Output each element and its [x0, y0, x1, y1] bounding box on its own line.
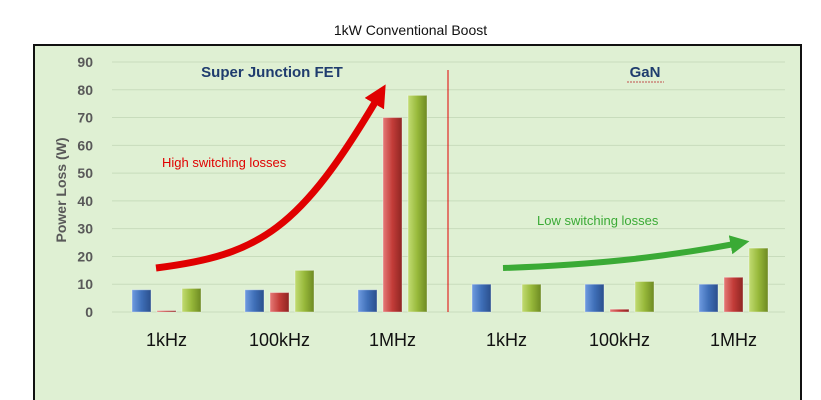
bar-green: [294, 269, 315, 313]
bar-red: [382, 117, 403, 313]
y-tick-label: 0: [85, 304, 93, 320]
y-tick-label: 40: [77, 193, 93, 209]
x-tick-label: 1kHz: [146, 330, 187, 350]
x-tick-label: 1MHz: [710, 330, 757, 350]
bar-blue: [698, 283, 719, 313]
bar-green: [634, 280, 655, 313]
chart-title: 1kW Conventional Boost: [333, 22, 488, 38]
y-tick-label: 20: [77, 248, 93, 264]
bar-green: [407, 94, 428, 313]
bar-red: [609, 308, 630, 313]
bar-blue: [584, 283, 605, 313]
bar-blue: [357, 289, 378, 313]
y-tick-label: 90: [77, 54, 93, 70]
bar-red: [156, 310, 177, 313]
x-tick-label: 1MHz: [369, 330, 416, 350]
green-trend-arrow: [502, 235, 750, 271]
y-tick-label: 10: [77, 276, 93, 292]
bar-green: [181, 287, 202, 313]
y-tick-label: 50: [77, 165, 93, 181]
bar-blue: [131, 289, 152, 313]
y-axis-label: Power Loss (W): [53, 137, 69, 242]
annotation-high-losses: High switching losses: [162, 155, 287, 170]
bar-green: [748, 247, 769, 313]
annotation-low-losses: Low switching losses: [537, 213, 659, 228]
bar-blue: [244, 289, 265, 313]
section-title-gan: GaN: [630, 64, 661, 81]
y-tick-label: 30: [77, 221, 93, 237]
x-tick-label: 1kHz: [486, 330, 527, 350]
x-tick-label: 100kHz: [589, 330, 650, 350]
y-tick-label: 60: [77, 137, 93, 153]
bar-green: [521, 283, 542, 313]
bar-blue: [471, 283, 492, 313]
bar-red: [723, 276, 744, 313]
y-tick-label: 80: [77, 82, 93, 98]
red-trend-arrow: [155, 84, 386, 272]
y-tick-label: 70: [77, 110, 93, 126]
bar-red: [269, 292, 290, 313]
section-title-superjunction: Super Junction FET: [201, 64, 343, 81]
x-tick-label: 100kHz: [249, 330, 310, 350]
